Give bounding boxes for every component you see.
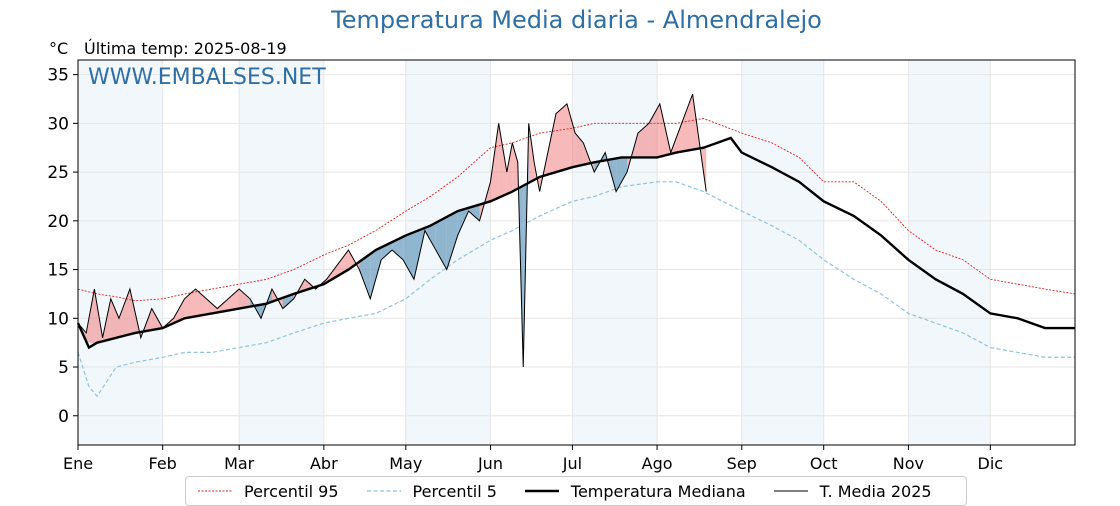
legend-item-median: Temperatura Mediana (523, 482, 746, 501)
watermark-text: WWW.EMBALSES.NET (88, 65, 326, 90)
month-band (572, 60, 658, 445)
x-tick-label: Sep (727, 454, 757, 473)
legend-label: Percentil 5 (412, 481, 497, 501)
x-tick-label: Oct (810, 454, 838, 473)
plot-frame (77, 59, 1076, 446)
x-tick-label: Ago (642, 454, 673, 473)
series-line-p95 (77, 118, 1076, 302)
anomaly-above (206, 298, 218, 315)
anomaly-above (239, 289, 251, 309)
x-tick-label: Feb (149, 454, 177, 473)
anomaly-below (403, 232, 414, 280)
series-line-current (77, 93, 707, 368)
y-tick-label: 30 (47, 114, 69, 134)
anomaly-below (446, 211, 458, 270)
axes: 0 5 10 15 20 25 30 35 Ene Feb Mar Abr May Jun Jul Ago Se… (47, 59, 1076, 473)
anomaly-above (637, 123, 649, 158)
last-temp-label: Última temp: 2025-08-19 (84, 39, 287, 58)
y-tick-label: 0 (58, 407, 69, 427)
anomaly-above (498, 123, 507, 198)
series-line-median (76, 136, 1075, 350)
temperature-chart: 0 5 10 15 20 25 30 35 Ene Feb Mar Abr May Jun Jul Ago Se… (47, 59, 1076, 473)
x-tick-label: Abr (310, 454, 338, 473)
month-bands (78, 60, 991, 445)
chart-title: Temperatura Media diaria - Almendralejo (331, 6, 822, 34)
anomaly-above (173, 298, 185, 324)
anomaly-above (512, 142, 518, 192)
legend: Percentil 95 Percentil 5 Temperatura Media… (185, 476, 967, 506)
anomaly-above (648, 103, 660, 158)
legend-item-current: T. Media 2025 (772, 482, 932, 501)
x-tick-label: Dic (978, 454, 1004, 473)
anomaly-above (528, 123, 535, 183)
anomaly-above (86, 289, 95, 345)
month-band (239, 60, 324, 445)
anomaly-above (490, 123, 499, 202)
y-tick-label: 10 (47, 309, 69, 329)
y-tick-label: 20 (47, 212, 69, 232)
legend-label: T. Media 2025 (819, 481, 932, 501)
anomaly-above (228, 289, 240, 311)
anomaly-above (118, 289, 130, 338)
anomaly-above (217, 298, 229, 313)
legend-swatch (366, 490, 401, 492)
month-band (741, 60, 824, 445)
y-tick-label: 5 (58, 358, 69, 378)
anomaly-above (575, 133, 584, 167)
legend-label: Percentil 95 (244, 481, 339, 501)
anomaly-below (392, 236, 404, 260)
x-tick-label: Nov (893, 454, 924, 473)
anomaly-above (556, 103, 567, 173)
y-tick-label: 35 (47, 66, 69, 86)
anomaly-above (195, 289, 207, 317)
legend-swatch (773, 490, 808, 492)
series-line-p5 (77, 181, 1075, 398)
anomaly-below (616, 157, 628, 192)
anomaly-above (566, 103, 576, 169)
month-band (78, 60, 163, 445)
month-band (908, 60, 991, 445)
x-tick-label: Mar (224, 454, 255, 473)
anomaly-below (370, 247, 382, 299)
legend-item-p95: Percentil 95 (196, 482, 339, 501)
legend-swatch (524, 489, 559, 493)
y-tick-label: 25 (47, 163, 69, 183)
anomaly-above (506, 142, 513, 195)
series-lines (76, 93, 1076, 398)
x-tick-label: Ene (63, 454, 93, 473)
y-tick-label: 15 (47, 261, 69, 281)
x-tick-label: Jul (562, 454, 582, 473)
anomaly-below (435, 216, 447, 270)
anomaly-below (424, 222, 436, 251)
anomaly-above (681, 94, 693, 152)
anomaly-above (547, 113, 557, 175)
anomaly-above (110, 298, 119, 340)
anomaly-above (348, 250, 360, 270)
legend-item-p5: Percentil 5 (365, 482, 497, 501)
x-tick-label: Jun (477, 454, 503, 473)
legend-swatch (198, 490, 232, 492)
x-tick-label: May (389, 454, 422, 473)
anomaly-above (337, 250, 349, 277)
unit-label: °C (49, 39, 69, 58)
anomaly-below (468, 204, 480, 221)
legend-label: Temperatura Mediana (570, 481, 746, 501)
anomaly-below (359, 253, 371, 299)
